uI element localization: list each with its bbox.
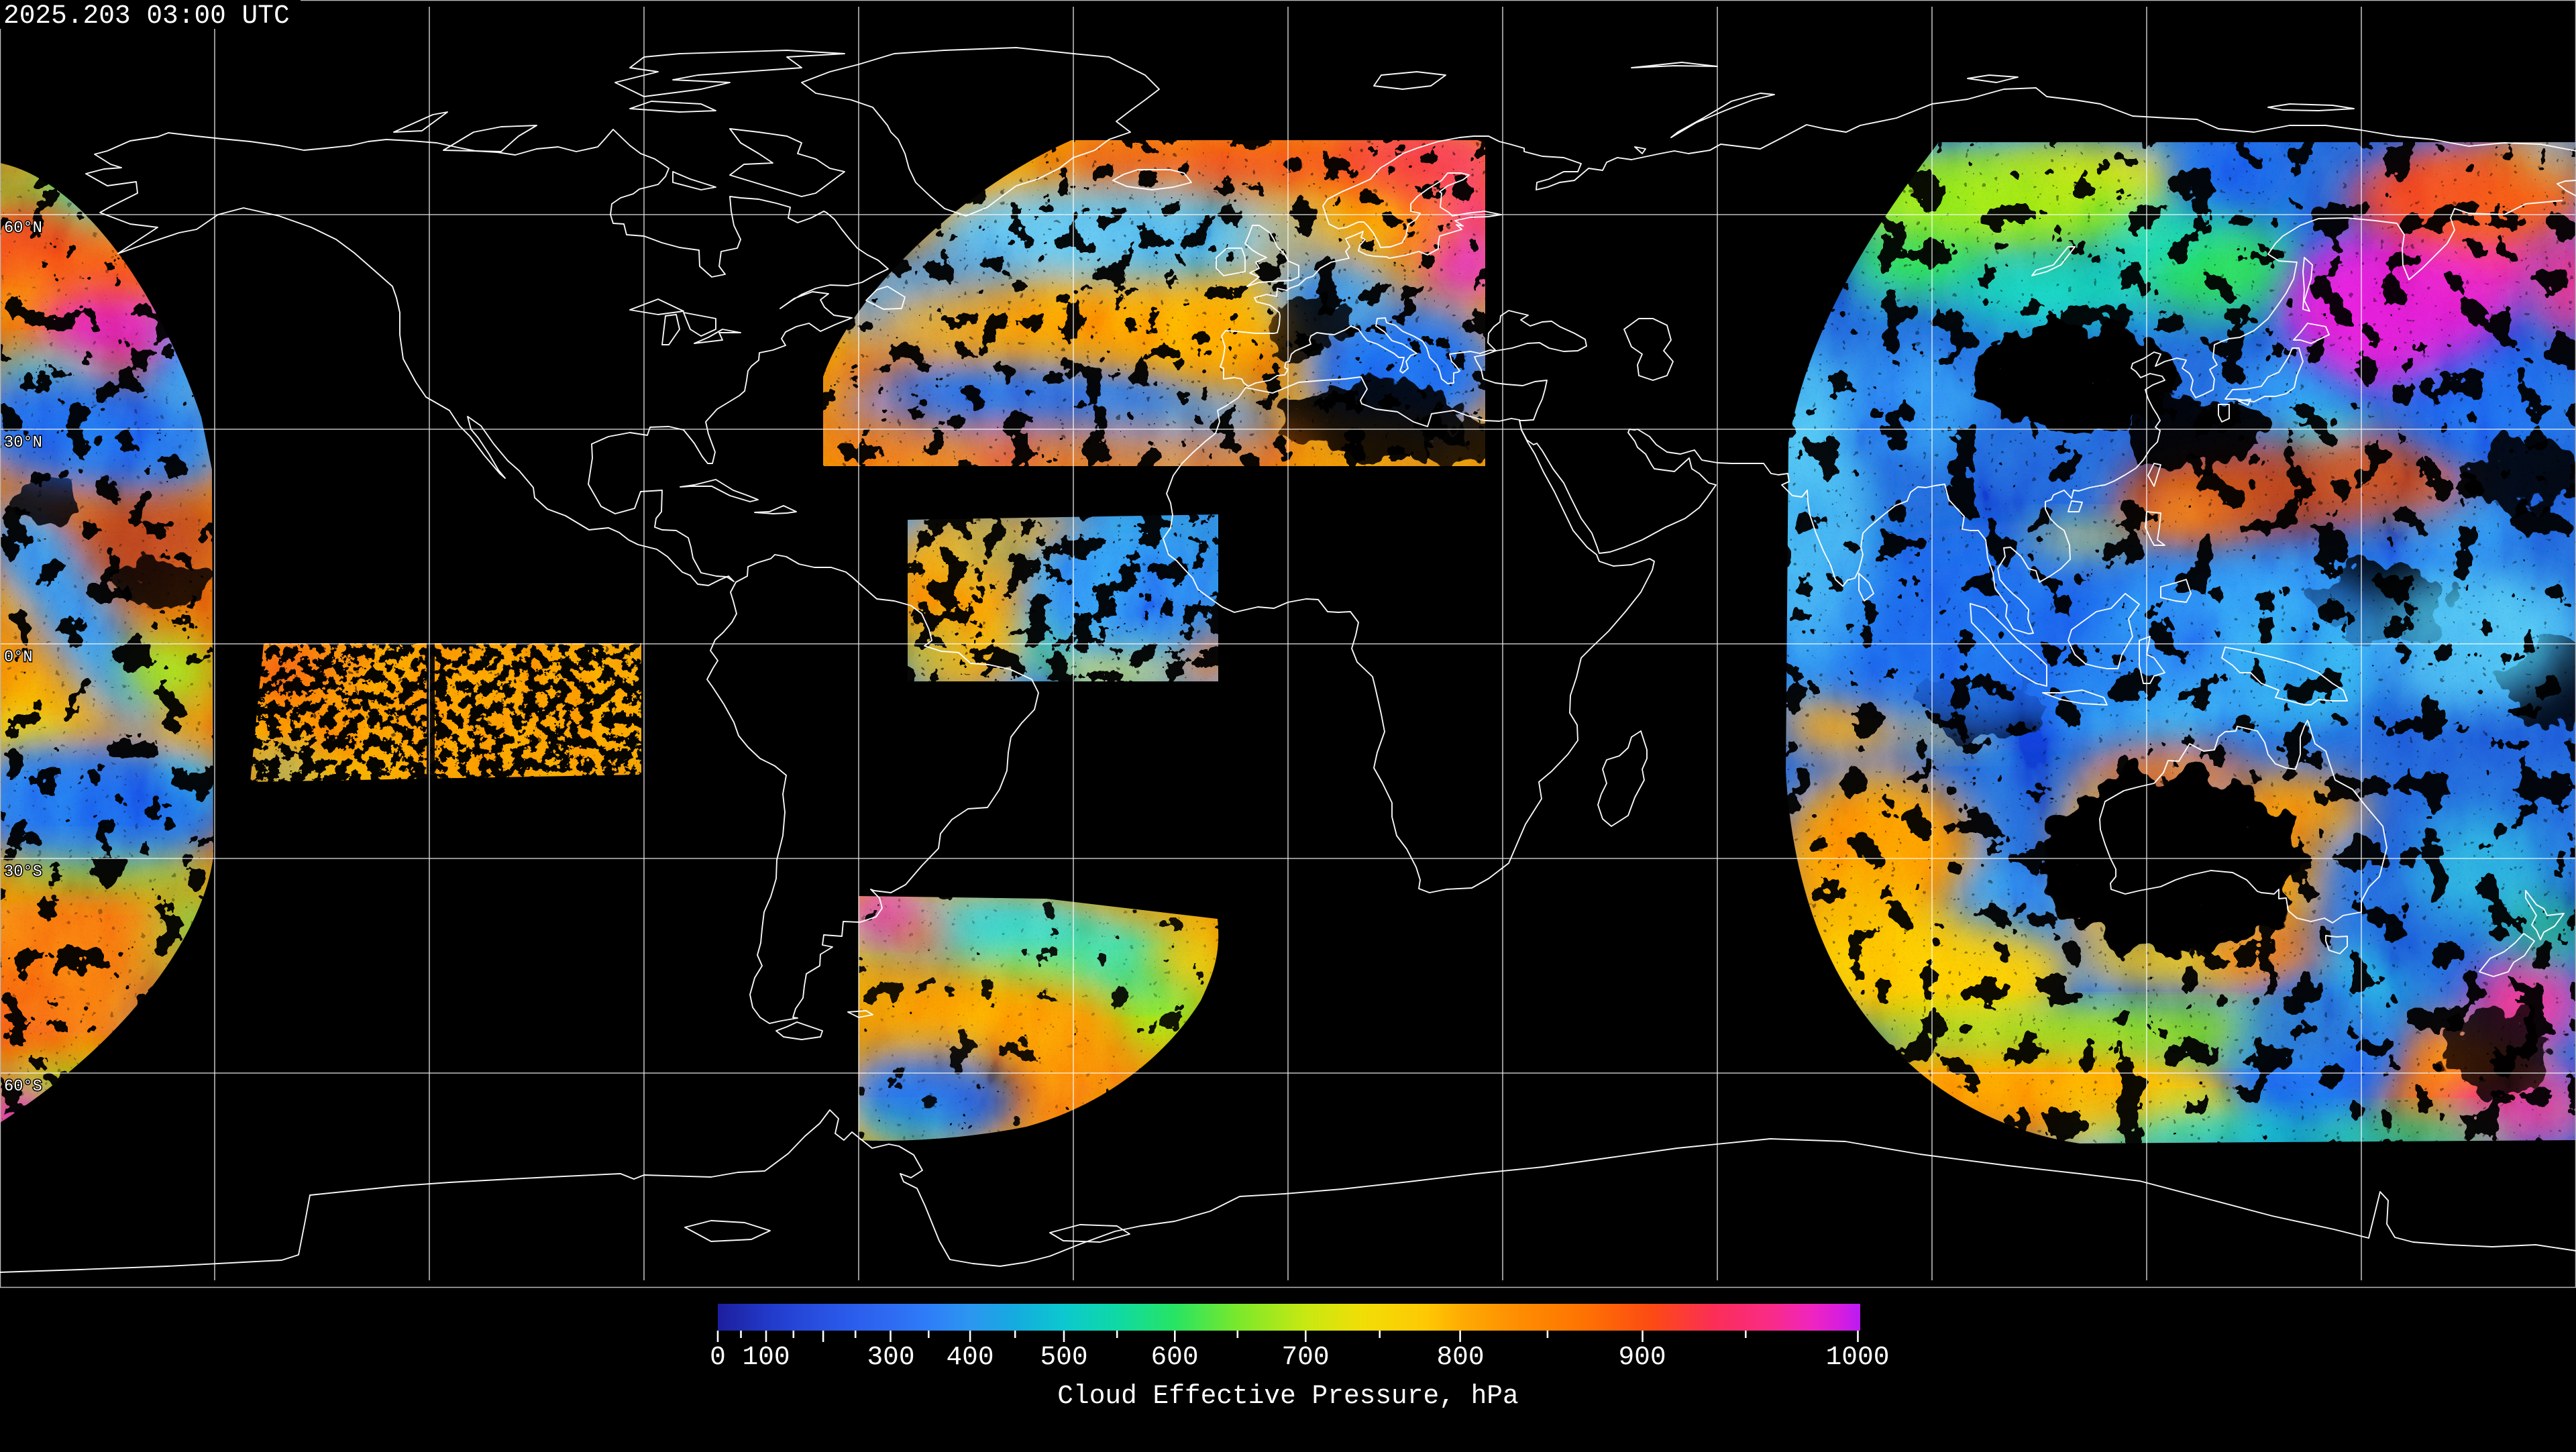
svg-text:700: 700 xyxy=(1281,1342,1329,1372)
svg-text:900: 900 xyxy=(1618,1342,1666,1372)
svg-text:100: 100 xyxy=(742,1342,790,1372)
svg-text:800: 800 xyxy=(1436,1342,1484,1372)
svg-text:400: 400 xyxy=(946,1342,994,1372)
svg-text:60°N: 60°N xyxy=(4,219,42,237)
svg-text:600: 600 xyxy=(1150,1342,1198,1372)
svg-text:1000: 1000 xyxy=(1826,1342,1890,1372)
svg-text:300: 300 xyxy=(867,1342,914,1372)
svg-text:30°N: 30°N xyxy=(4,434,42,452)
svg-text:2025.203 03:00 UTC: 2025.203 03:00 UTC xyxy=(3,1,290,31)
svg-text:30°S: 30°S xyxy=(4,863,42,881)
svg-text:0°N: 0°N xyxy=(4,649,33,667)
svg-text:500: 500 xyxy=(1040,1342,1087,1372)
svg-text:60°S: 60°S xyxy=(4,1078,42,1096)
svg-text:Cloud Effective Pressure, hPa: Cloud Effective Pressure, hPa xyxy=(1057,1381,1518,1411)
svg-text:0: 0 xyxy=(710,1342,726,1372)
